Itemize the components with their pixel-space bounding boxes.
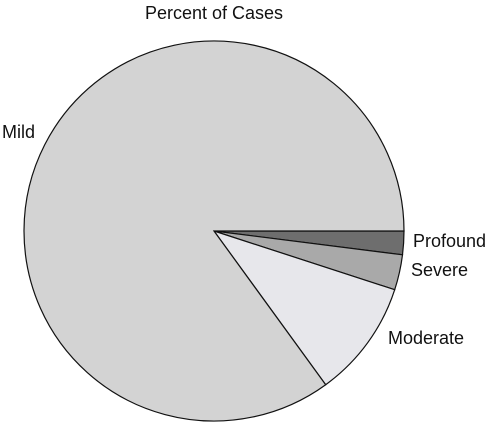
slice-label: Severe	[411, 260, 468, 280]
slice-label: Moderate	[388, 328, 464, 348]
slice-label: Profound	[413, 231, 486, 251]
pie-slice	[23, 40, 405, 422]
pie-slice	[212, 229, 396, 386]
chart-title: Percent of Cases	[145, 3, 283, 23]
slice-label: Mild	[2, 122, 35, 142]
